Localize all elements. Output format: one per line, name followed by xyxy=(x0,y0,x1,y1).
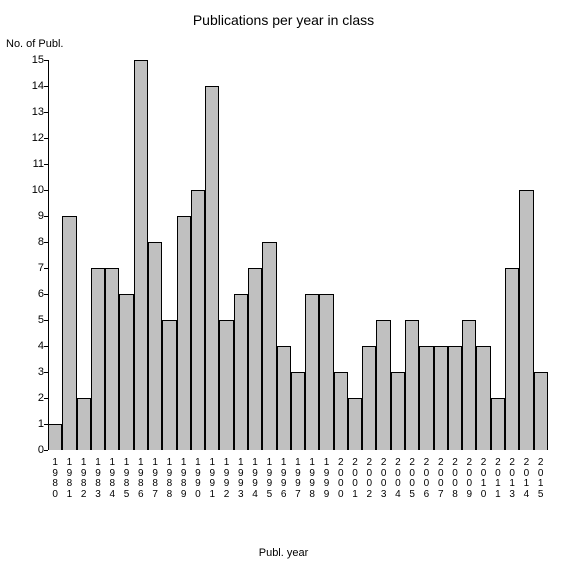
bar xyxy=(362,346,376,450)
bars-group xyxy=(48,60,548,450)
bar xyxy=(119,294,133,450)
y-tick-label: 3 xyxy=(14,366,44,378)
y-tick-label: 2 xyxy=(14,392,44,404)
y-tick-label: 6 xyxy=(14,288,44,300)
bar xyxy=(519,190,533,450)
x-tick-label: 2000 xyxy=(334,452,348,500)
x-tick-label: 2001 xyxy=(348,452,362,500)
x-tick-label: 1989 xyxy=(177,452,191,500)
x-tick-label: 2010 xyxy=(476,452,490,500)
bar xyxy=(319,294,333,450)
x-tick-label: 2005 xyxy=(405,452,419,500)
x-tick-label: 2003 xyxy=(376,452,390,500)
y-axis-label: No. of Publ. xyxy=(6,38,63,50)
y-tick-label: 1 xyxy=(14,418,44,430)
bar xyxy=(419,346,433,450)
chart-title: Publications per year in class xyxy=(0,12,567,28)
x-tick-label: 2013 xyxy=(505,452,519,500)
y-tick-label: 13 xyxy=(14,106,44,118)
x-tick-label: 1999 xyxy=(319,452,333,500)
bar xyxy=(405,320,419,450)
bar xyxy=(248,268,262,450)
bar xyxy=(262,242,276,450)
bar xyxy=(291,372,305,450)
bar xyxy=(205,86,219,450)
x-axis-label: Publ. year xyxy=(0,547,567,559)
plot-area: 0123456789101112131415 xyxy=(48,60,548,450)
y-tick-label: 15 xyxy=(14,54,44,66)
bar xyxy=(462,320,476,450)
bar xyxy=(376,320,390,450)
bar xyxy=(134,60,148,450)
bar xyxy=(148,242,162,450)
x-tick-label: 1988 xyxy=(162,452,176,500)
bar xyxy=(77,398,91,450)
bar xyxy=(305,294,319,450)
bar xyxy=(491,398,505,450)
x-tick-label: 1983 xyxy=(91,452,105,500)
bar xyxy=(448,346,462,450)
x-tick-label: 1981 xyxy=(62,452,76,500)
y-tick-label: 11 xyxy=(14,158,44,170)
y-tick-label: 12 xyxy=(14,132,44,144)
bar xyxy=(476,346,490,450)
x-tick-label: 2014 xyxy=(519,452,533,500)
x-tick-label: 1990 xyxy=(191,452,205,500)
bar xyxy=(334,372,348,450)
x-tick-label: 1993 xyxy=(234,452,248,500)
x-tick-label: 1984 xyxy=(105,452,119,500)
bar xyxy=(219,320,233,450)
x-tick-label: 2007 xyxy=(434,452,448,500)
y-tick-label: 7 xyxy=(14,262,44,274)
x-tick-label: 2006 xyxy=(419,452,433,500)
x-tick-label: 1987 xyxy=(148,452,162,500)
bar xyxy=(191,190,205,450)
bar xyxy=(348,398,362,450)
bar xyxy=(91,268,105,450)
x-ticks: 1980198119821983198419851986198719881989… xyxy=(48,452,548,500)
y-tick-label: 9 xyxy=(14,210,44,222)
y-tick-mark xyxy=(44,450,48,451)
bar xyxy=(234,294,248,450)
chart-container: Publications per year in class No. of Pu… xyxy=(0,0,567,567)
bar xyxy=(177,216,191,450)
y-tick-label: 5 xyxy=(14,314,44,326)
x-tick-label: 1998 xyxy=(305,452,319,500)
x-tick-label: 2002 xyxy=(362,452,376,500)
x-tick-label: 1985 xyxy=(119,452,133,500)
x-tick-label: 1980 xyxy=(48,452,62,500)
y-tick-label: 4 xyxy=(14,340,44,352)
y-tick-label: 0 xyxy=(14,444,44,456)
x-tick-label: 2004 xyxy=(391,452,405,500)
bar xyxy=(105,268,119,450)
bar xyxy=(534,372,548,450)
x-tick-label: 1997 xyxy=(291,452,305,500)
x-tick-label: 1986 xyxy=(134,452,148,500)
x-tick-label: 2011 xyxy=(491,452,505,500)
x-tick-label: 1994 xyxy=(248,452,262,500)
y-tick-label: 10 xyxy=(14,184,44,196)
x-tick-label: 1982 xyxy=(77,452,91,500)
bar xyxy=(62,216,76,450)
x-tick-label: 1995 xyxy=(262,452,276,500)
y-tick-label: 8 xyxy=(14,236,44,248)
x-tick-label: 1996 xyxy=(277,452,291,500)
x-tick-label: 2008 xyxy=(448,452,462,500)
x-tick-label: 1992 xyxy=(219,452,233,500)
bar xyxy=(434,346,448,450)
x-tick-label: 1991 xyxy=(205,452,219,500)
bar xyxy=(162,320,176,450)
bar xyxy=(277,346,291,450)
bar xyxy=(48,424,62,450)
x-tick-label: 2015 xyxy=(534,452,548,500)
bar xyxy=(505,268,519,450)
x-tick-label: 2009 xyxy=(462,452,476,500)
y-tick-label: 14 xyxy=(14,80,44,92)
bar xyxy=(391,372,405,450)
